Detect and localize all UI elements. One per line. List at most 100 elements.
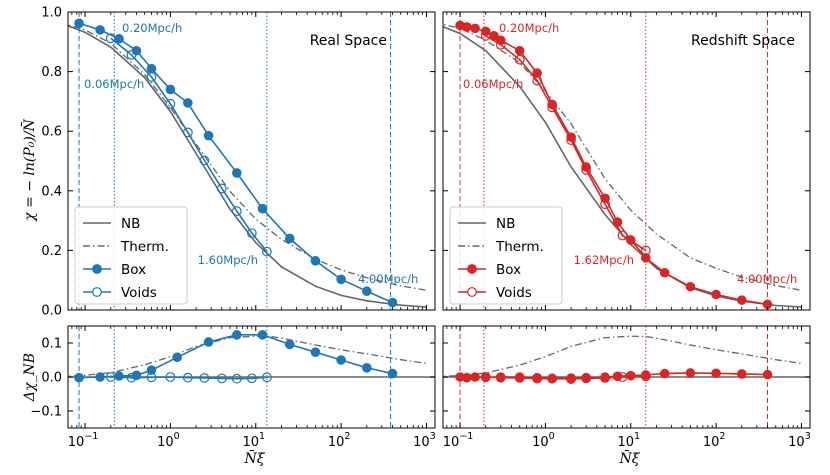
voids-point [146,72,157,82]
delta-voids-point [514,373,525,383]
box-point [581,162,591,172]
main-plot-0 [68,12,427,310]
legend-label-0: NB [496,216,515,232]
x-axis-label-1: N̄ξ̄ [619,449,641,467]
box-point [114,34,124,44]
legend-marker-2 [92,264,102,274]
y-tick-label: 0.6 [41,125,62,140]
vline-label-1: 0.20Mpc/h [122,21,182,35]
delta-voids-point [182,372,193,383]
voids-point [126,50,137,60]
delta-voids-point [126,372,137,383]
voids-point [105,33,116,44]
delta-box-point [659,368,670,379]
voids-point [199,155,210,166]
delta-voids [110,376,267,380]
delta-box [78,334,393,379]
box-point [310,256,321,266]
delta-voids-point [640,371,651,382]
box-point [711,289,721,300]
delta-box-point [257,330,268,340]
box-point [514,45,525,56]
box-point [232,168,242,178]
box-point [659,267,670,278]
delta-voids-point [566,374,577,384]
box-point [685,281,696,292]
delta-box-point [387,368,398,379]
y-tick-label: 0.0 [41,304,62,319]
y-ticks-top-0: 0.0 0.2 0.4 0.6 0.8 1.0 [41,6,435,319]
delta-plot-0 [68,330,435,384]
legend-1: NB Therm. Box Voids [449,206,563,305]
box-point [362,286,372,297]
box-point [95,25,105,35]
legend-label-1: Therm. [120,239,169,255]
panel-title-0: Real Space [310,33,387,49]
delta-voids-point [532,373,543,384]
voids-point [581,165,592,175]
voids-point [617,230,628,241]
delta-box-point [362,363,372,373]
delta-voids-point [165,372,176,382]
legend-marker-3 [467,287,477,297]
voids-point [566,135,577,146]
delta-box-point [336,355,346,365]
y-ticks-bottom-0: −0.1 0.0 0.1 [30,337,435,420]
voids-point [547,102,558,113]
delta-box-point [114,371,124,381]
box-point [203,130,214,141]
x-tick-label: 101 [242,431,265,450]
delta-box-point [625,370,636,381]
delta-box-point [310,347,321,357]
legend-label-1: Therm. [495,239,544,255]
box-point [462,22,472,32]
y-tick-label: 1.0 [41,6,62,21]
series-therm [68,24,427,291]
voids-point [514,54,525,65]
y-tick-label: 0.0 [41,371,62,386]
x-tick-label: 102 [703,431,726,450]
vline-label-2: 1.62Mpc/h [574,253,634,267]
box-point [74,18,84,29]
vline-label-3: 4.00Mpc/h [737,272,797,286]
delta-voids-point [495,372,506,383]
voids-point [600,199,610,210]
main-plot-1 [443,12,802,310]
box-point [640,253,651,263]
x-tick-label: 103 [788,431,811,450]
voids-point [231,206,242,216]
delta-box-point [762,369,773,380]
delta-box-point [203,337,214,347]
box-point [566,132,576,142]
legend-marker-2 [467,264,477,274]
x-ticks-top-1 [446,12,802,310]
delta-voids-point [246,373,257,384]
legend-marker-3 [92,287,102,297]
delta-voids-point [105,372,116,382]
delta-box-point [470,372,480,382]
legend-box [449,206,563,305]
x-tick-label: 103 [413,431,436,450]
legend-box [74,206,188,305]
series-therm [443,23,802,291]
delta-box-point [462,372,472,383]
series-nb [68,25,427,308]
y-tick-label: −0.1 [30,405,62,420]
box-point [387,297,398,308]
delta-therm [443,335,802,377]
x-tick-label: 100 [532,431,555,450]
delta-box-point [146,365,157,376]
vline-label-0: 0.06Mpc/h [463,77,523,91]
box-point [183,98,193,108]
y-tick-label: 0.8 [41,65,62,80]
x-tick-label: 101 [617,431,640,450]
delta-voids-point [600,373,610,383]
delta-box-point [172,352,182,363]
box-point [547,99,557,110]
x-tick-label: 100 [157,431,180,450]
delta-voids-point [261,372,272,383]
delta-voids-point [480,372,491,382]
delta-box-point [95,372,105,382]
y-axis-label-main: χ = − ln(P₀)/N̄ [20,118,38,221]
series-voids [110,37,268,253]
